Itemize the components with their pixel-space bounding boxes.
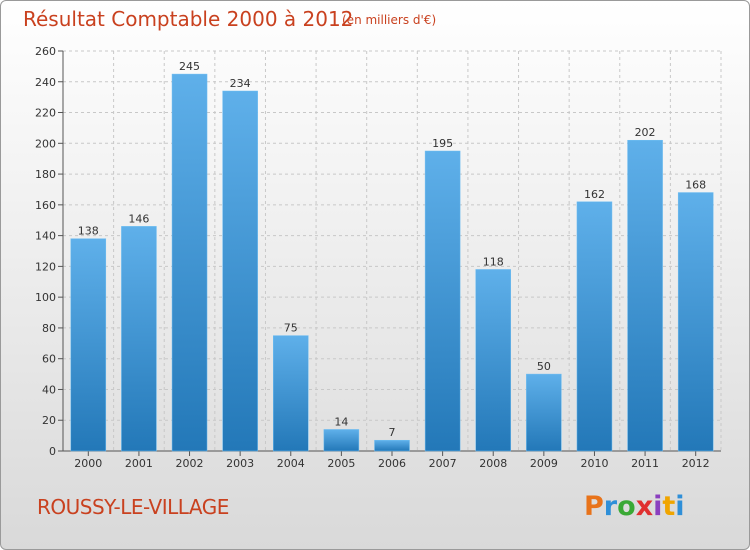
- bar: [121, 226, 157, 452]
- y-tick-label: 20: [42, 414, 56, 427]
- data-label: 14: [334, 415, 348, 428]
- x-tick-label: 2007: [429, 457, 457, 470]
- x-tick-label: 2000: [74, 457, 102, 470]
- x-tick-label: 2003: [226, 457, 254, 470]
- logo-letter: i: [675, 491, 685, 522]
- logo-letter: P: [584, 491, 604, 522]
- proxiti-logo[interactable]: Proxiti: [584, 491, 685, 522]
- y-tick-label: 260: [35, 45, 56, 58]
- y-tick-label: 40: [42, 383, 56, 396]
- bar: [627, 139, 663, 452]
- y-tick-label: 120: [35, 260, 56, 273]
- bar: [323, 429, 360, 452]
- x-tick-label: 2009: [530, 457, 558, 470]
- data-label: 138: [78, 225, 99, 238]
- x-tick-label: 2010: [580, 457, 608, 470]
- data-label: 245: [179, 60, 200, 73]
- x-tick-label: 2001: [125, 457, 153, 470]
- bar: [424, 150, 461, 452]
- bar: [273, 335, 309, 452]
- x-tick-label: 2002: [176, 457, 204, 470]
- y-tick-label: 160: [35, 199, 56, 212]
- bars-layer: [70, 73, 714, 452]
- grid-layer: [62, 50, 722, 451]
- data-label: 202: [635, 126, 656, 139]
- commune-name: ROUSSY-LE-VILLAGE: [37, 495, 229, 519]
- y-tick-label: 240: [35, 76, 56, 89]
- data-label: 234: [230, 77, 251, 90]
- data-label: 118: [483, 255, 504, 268]
- logo-letter: t: [662, 491, 676, 522]
- data-label: 162: [584, 188, 605, 201]
- x-tick-label: 2012: [682, 457, 710, 470]
- y-tick-label: 200: [35, 137, 56, 150]
- bar: [222, 90, 258, 452]
- y-tick-label: 80: [42, 322, 56, 335]
- chart-unit: (en milliers d'€): [342, 13, 437, 27]
- bar: [677, 192, 714, 452]
- bar: [475, 269, 511, 452]
- bar: [526, 373, 562, 452]
- bar: [374, 439, 410, 452]
- data-label: 168: [685, 179, 706, 192]
- data-label: 146: [128, 212, 149, 225]
- bar: [171, 73, 208, 452]
- bar: [576, 201, 613, 452]
- logo-letter: x: [635, 491, 654, 522]
- x-tick-label: 2005: [327, 457, 355, 470]
- y-tick-label: 60: [42, 353, 56, 366]
- logo-letter: o: [617, 491, 636, 522]
- y-tick-label: 180: [35, 168, 56, 181]
- x-tick-label: 2004: [277, 457, 305, 470]
- data-label: 195: [432, 137, 453, 150]
- y-tick-label: 0: [49, 445, 56, 458]
- labels-layer: 138 146 245 234 75 14 7 195 118 50 162 202 168: [78, 60, 706, 439]
- data-label: 75: [284, 322, 298, 335]
- logo-letter: r: [603, 491, 618, 522]
- chart-title: Résultat Comptable 2000 à 2012: [23, 7, 354, 31]
- x-tick-label: 2011: [631, 457, 659, 470]
- bar: [70, 238, 107, 452]
- x-tick-label: 2008: [479, 457, 507, 470]
- data-label: 7: [389, 426, 396, 439]
- y-tick-label: 140: [35, 230, 56, 243]
- logo-letter: i: [653, 491, 663, 522]
- y-tick-label: 100: [35, 291, 56, 304]
- data-label: 50: [537, 360, 551, 373]
- y-tick-label: 220: [35, 107, 56, 120]
- x-tick-label: 2006: [378, 457, 406, 470]
